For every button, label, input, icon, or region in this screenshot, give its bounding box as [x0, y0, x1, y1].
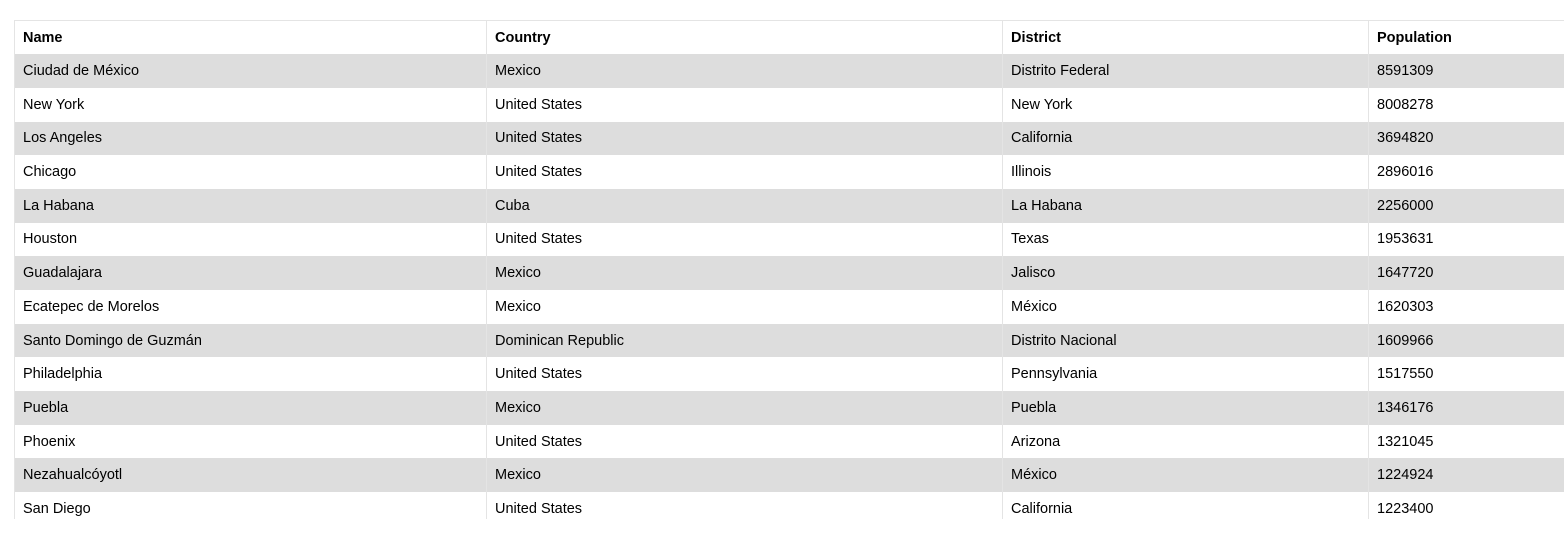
cell-country: Mexico [486, 458, 1003, 493]
cell-country: Mexico [486, 256, 1003, 290]
cell-name: Phoenix [14, 424, 487, 459]
column-header-district: District [1002, 20, 1369, 55]
cell-name: Philadelphia [14, 357, 487, 392]
cell-name: San Diego [14, 492, 487, 519]
cell-name: Ecatepec de Morelos [14, 290, 487, 324]
table-row: San Diego United States California 12234… [14, 492, 1564, 519]
cell-name: Chicago [14, 155, 487, 189]
cell-district: Pennsylvania [1002, 357, 1369, 392]
cell-name: Nezahualcóyotl [14, 458, 487, 493]
table-header-row: Name Country District Population [14, 20, 1564, 55]
cell-name: Santo Domingo de Guzmán [14, 323, 487, 358]
cell-population: 1609966 [1368, 323, 1564, 358]
table-row: Puebla Mexico Puebla 1346176 [14, 391, 1564, 425]
cell-district: California [1002, 121, 1369, 156]
table-row: Los Angeles United States California 369… [14, 121, 1564, 156]
table-viewport: Name Country District Population Ciudad … [14, 0, 1564, 519]
cell-name: Los Angeles [14, 121, 487, 156]
cell-country: United States [486, 492, 1003, 519]
table-row: Ecatepec de Morelos Mexico México 162030… [14, 290, 1564, 324]
table-row: New York United States New York 8008278 [14, 87, 1564, 122]
cell-name: Houston [14, 222, 487, 257]
cell-country: United States [486, 357, 1003, 392]
cell-country: Mexico [486, 391, 1003, 425]
cell-district: México [1002, 290, 1369, 324]
table-row: Santo Domingo de Guzmán Dominican Republ… [14, 323, 1564, 358]
table-row: Philadelphia United States Pennsylvania … [14, 357, 1564, 392]
cell-population: 1517550 [1368, 357, 1564, 392]
cell-population: 8591309 [1368, 54, 1564, 88]
cell-name: Puebla [14, 391, 487, 425]
cell-population: 1953631 [1368, 222, 1564, 257]
cell-population: 1321045 [1368, 424, 1564, 459]
cut-off-heading [22, 0, 92, 3]
cell-district: La Habana [1002, 188, 1369, 223]
cell-district: Jalisco [1002, 256, 1369, 290]
column-header-name: Name [14, 20, 487, 55]
cell-district: Illinois [1002, 155, 1369, 189]
cell-population: 1647720 [1368, 256, 1564, 290]
table-row: Ciudad de México Mexico Distrito Federal… [14, 54, 1564, 88]
city-table: Name Country District Population Ciudad … [14, 20, 1564, 519]
cell-population: 1620303 [1368, 290, 1564, 324]
cell-name: New York [14, 87, 487, 122]
cell-country: Cuba [486, 188, 1003, 223]
cell-country: Mexico [486, 54, 1003, 88]
cell-population: 1346176 [1368, 391, 1564, 425]
table-row: Phoenix United States Arizona 1321045 [14, 424, 1564, 459]
cell-district: México [1002, 458, 1369, 493]
cell-country: Dominican Republic [486, 323, 1003, 358]
table-row: Nezahualcóyotl Mexico México 1224924 [14, 458, 1564, 493]
cell-district: California [1002, 492, 1369, 519]
cell-population: 1224924 [1368, 458, 1564, 493]
cell-population: 1223400 [1368, 492, 1564, 519]
cell-district: Puebla [1002, 391, 1369, 425]
table-row: La Habana Cuba La Habana 2256000 [14, 188, 1564, 223]
column-header-population: Population [1368, 20, 1564, 55]
cell-population: 2896016 [1368, 155, 1564, 189]
cell-population: 3694820 [1368, 121, 1564, 156]
table-row: Houston United States Texas 1953631 [14, 222, 1564, 257]
cell-district: Texas [1002, 222, 1369, 257]
cell-country: United States [486, 222, 1003, 257]
cell-name: Ciudad de México [14, 54, 487, 88]
cell-district: New York [1002, 87, 1369, 122]
cell-country: Mexico [486, 290, 1003, 324]
table-row: Guadalajara Mexico Jalisco 1647720 [14, 256, 1564, 290]
cell-district: Arizona [1002, 424, 1369, 459]
cell-district: Distrito Nacional [1002, 323, 1369, 358]
cell-country: United States [486, 121, 1003, 156]
cell-name: Guadalajara [14, 256, 487, 290]
cell-district: Distrito Federal [1002, 54, 1369, 88]
table-row: Chicago United States Illinois 2896016 [14, 155, 1564, 189]
cell-population: 8008278 [1368, 87, 1564, 122]
column-header-country: Country [486, 20, 1003, 55]
cell-name: La Habana [14, 188, 487, 223]
cell-population: 2256000 [1368, 188, 1564, 223]
cell-country: United States [486, 155, 1003, 189]
cell-country: United States [486, 87, 1003, 122]
cell-country: United States [486, 424, 1003, 459]
